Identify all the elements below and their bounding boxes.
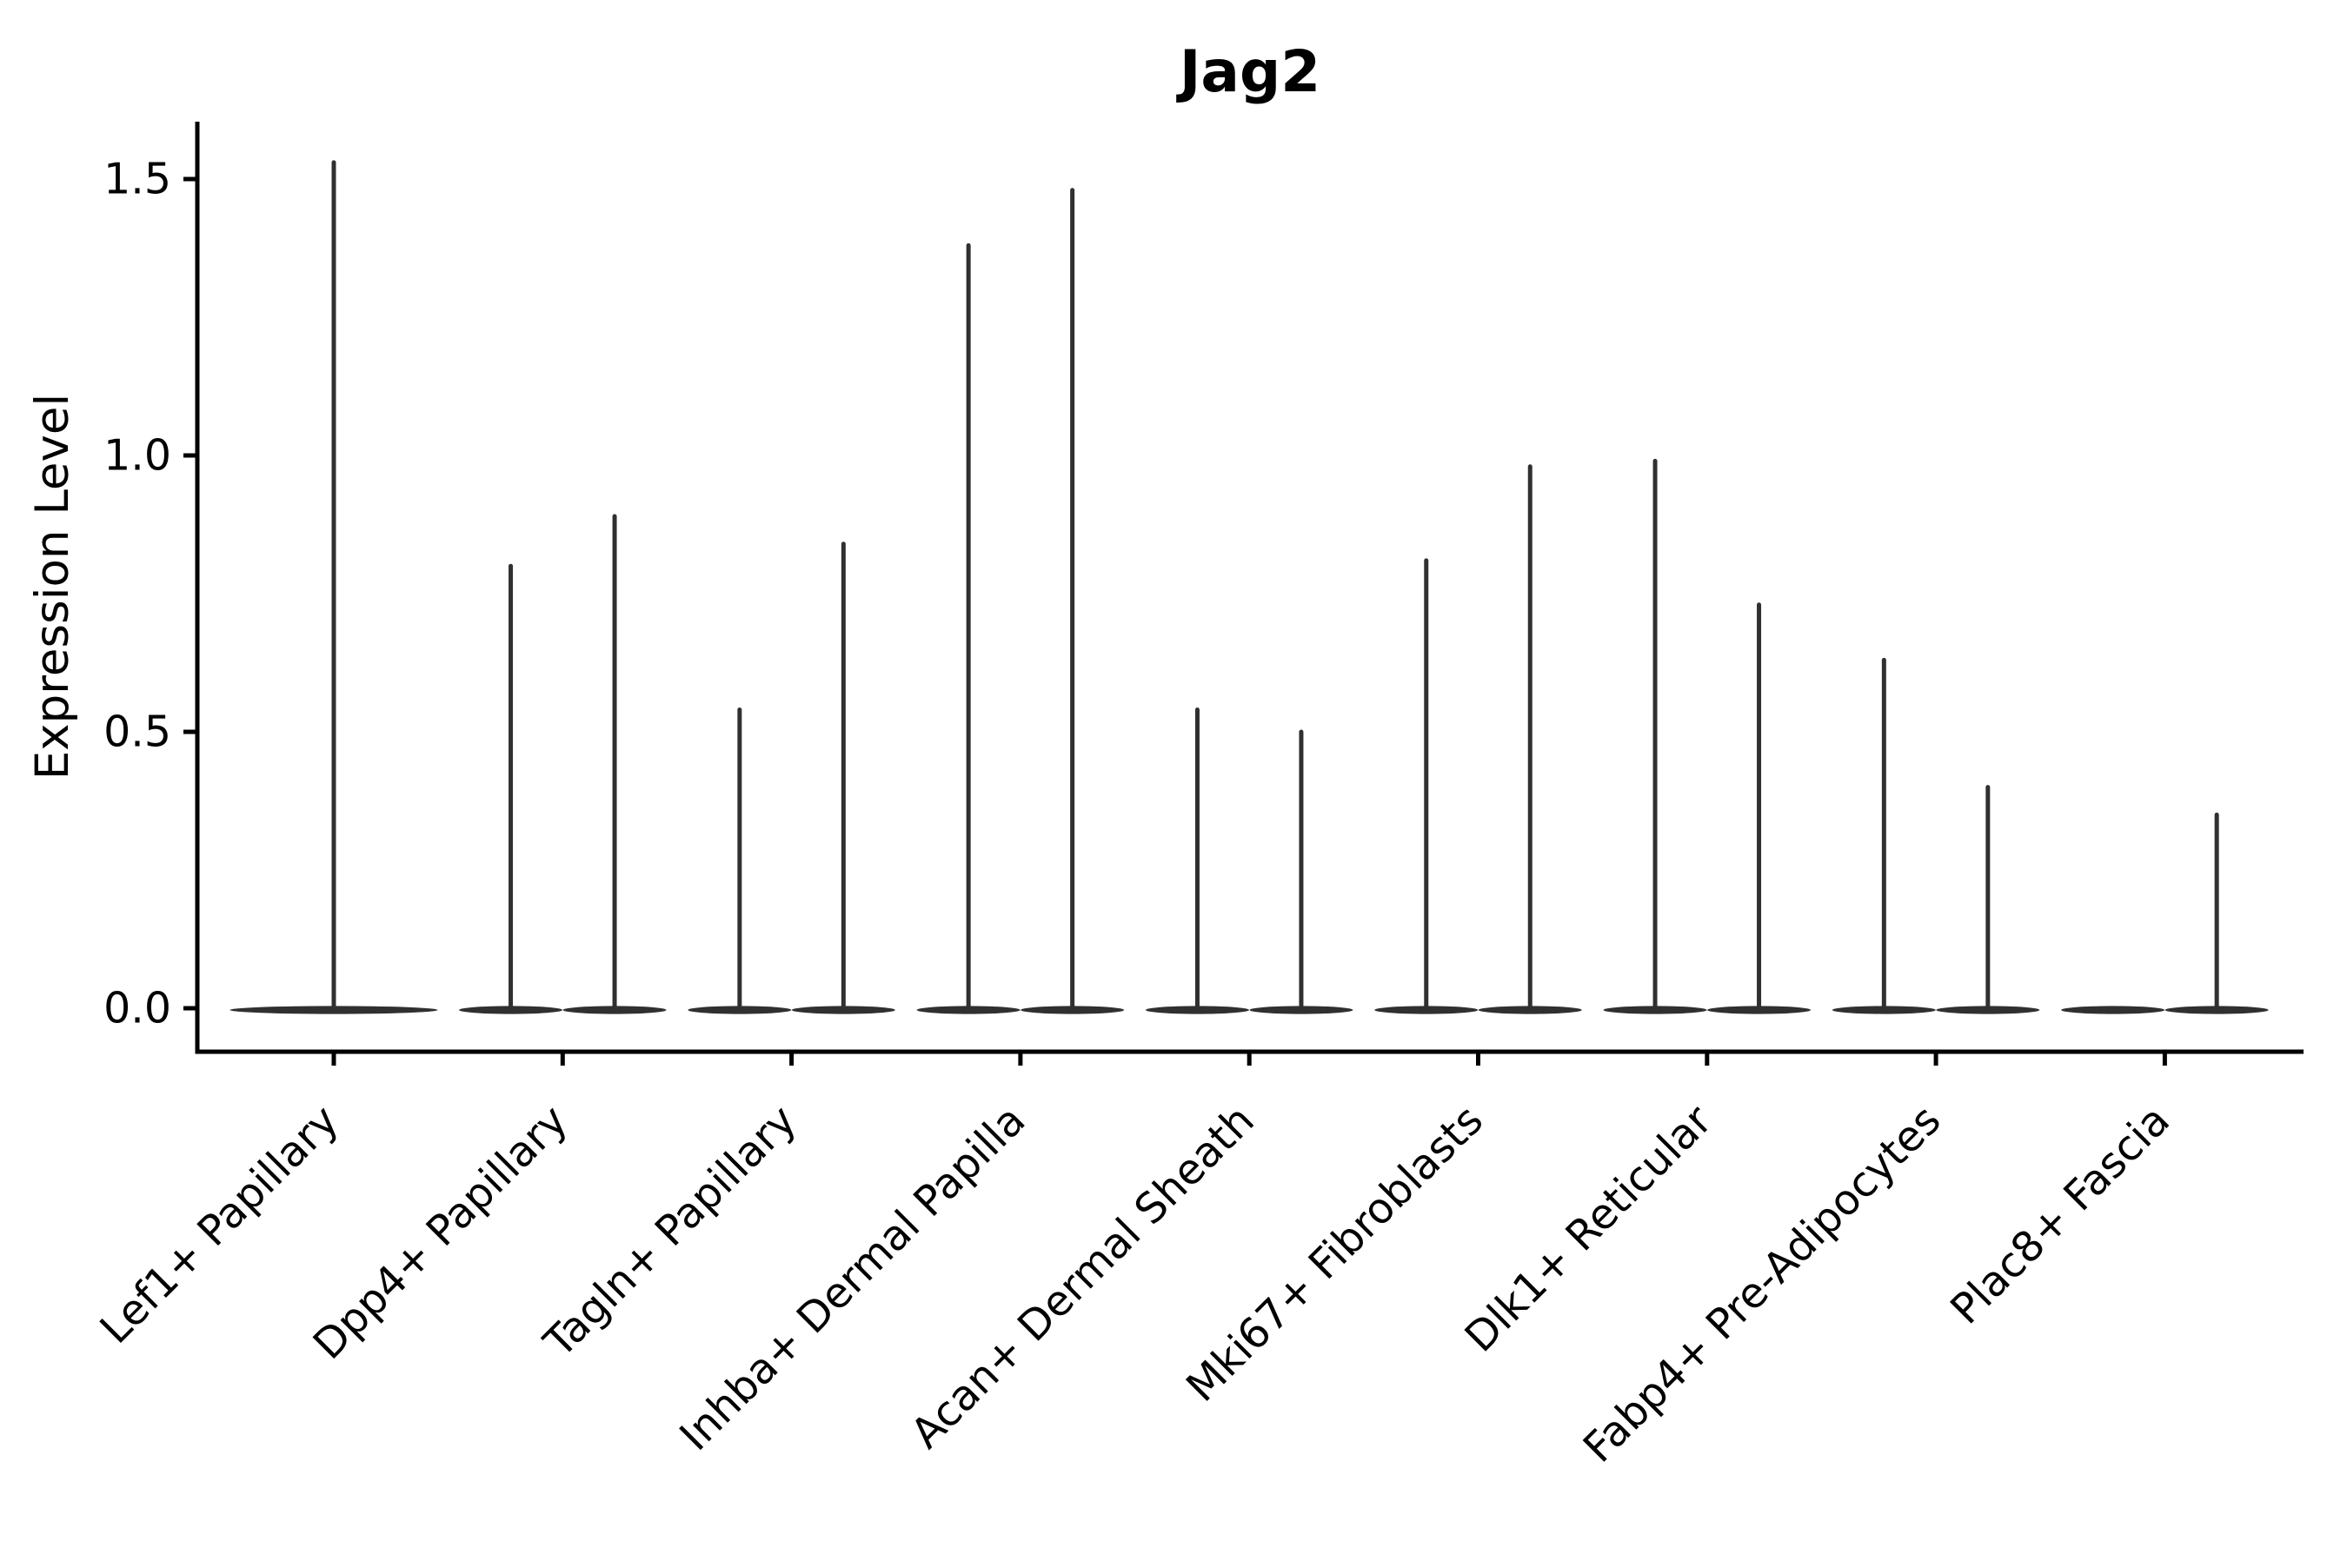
violin-body: [1707, 1006, 1812, 1014]
y-axis-ticks: 0.0 0.5 1.0 1.5: [103, 155, 197, 1033]
violin-body: [2061, 1006, 2165, 1014]
y-axis-label: Expression Level: [26, 394, 79, 780]
chart-title: Jag2: [1176, 38, 1320, 105]
violin-body: [1021, 1006, 1125, 1014]
violin-body: [791, 1006, 895, 1014]
y-tick-label: 1.5: [103, 155, 171, 204]
violins-layer: [229, 160, 2269, 1014]
axis-spines: [195, 122, 2304, 1054]
violin-body: [2164, 1006, 2269, 1014]
violin-body: [1832, 1006, 1936, 1014]
x-tick-label: Dpp4+ Papillary: [304, 1096, 577, 1369]
violin-body: [1603, 1006, 1707, 1014]
violin-body: [916, 1006, 1021, 1014]
x-tick-label: Plac8+ Fascia: [1941, 1096, 2179, 1334]
y-tick-label: 0.0: [103, 984, 171, 1033]
y-tick-label: 1.0: [103, 431, 171, 481]
x-tick-label: Tagln+ Papillary: [535, 1096, 806, 1367]
violin-body: [229, 1006, 438, 1014]
x-tick-label: Lef1+ Papillary: [91, 1096, 349, 1353]
violin-body: [1936, 1006, 2040, 1014]
violin-body: [1145, 1006, 1249, 1014]
violin-body: [688, 1006, 792, 1014]
x-tick-label: Dlk1+ Reticular: [1456, 1096, 1722, 1362]
violin-body: [459, 1006, 563, 1014]
violin-body: [1374, 1006, 1479, 1014]
violin-body: [1478, 1006, 1582, 1014]
violin-body: [562, 1006, 667, 1014]
y-tick-label: 0.5: [103, 708, 171, 757]
violin-body: [1249, 1006, 1353, 1014]
